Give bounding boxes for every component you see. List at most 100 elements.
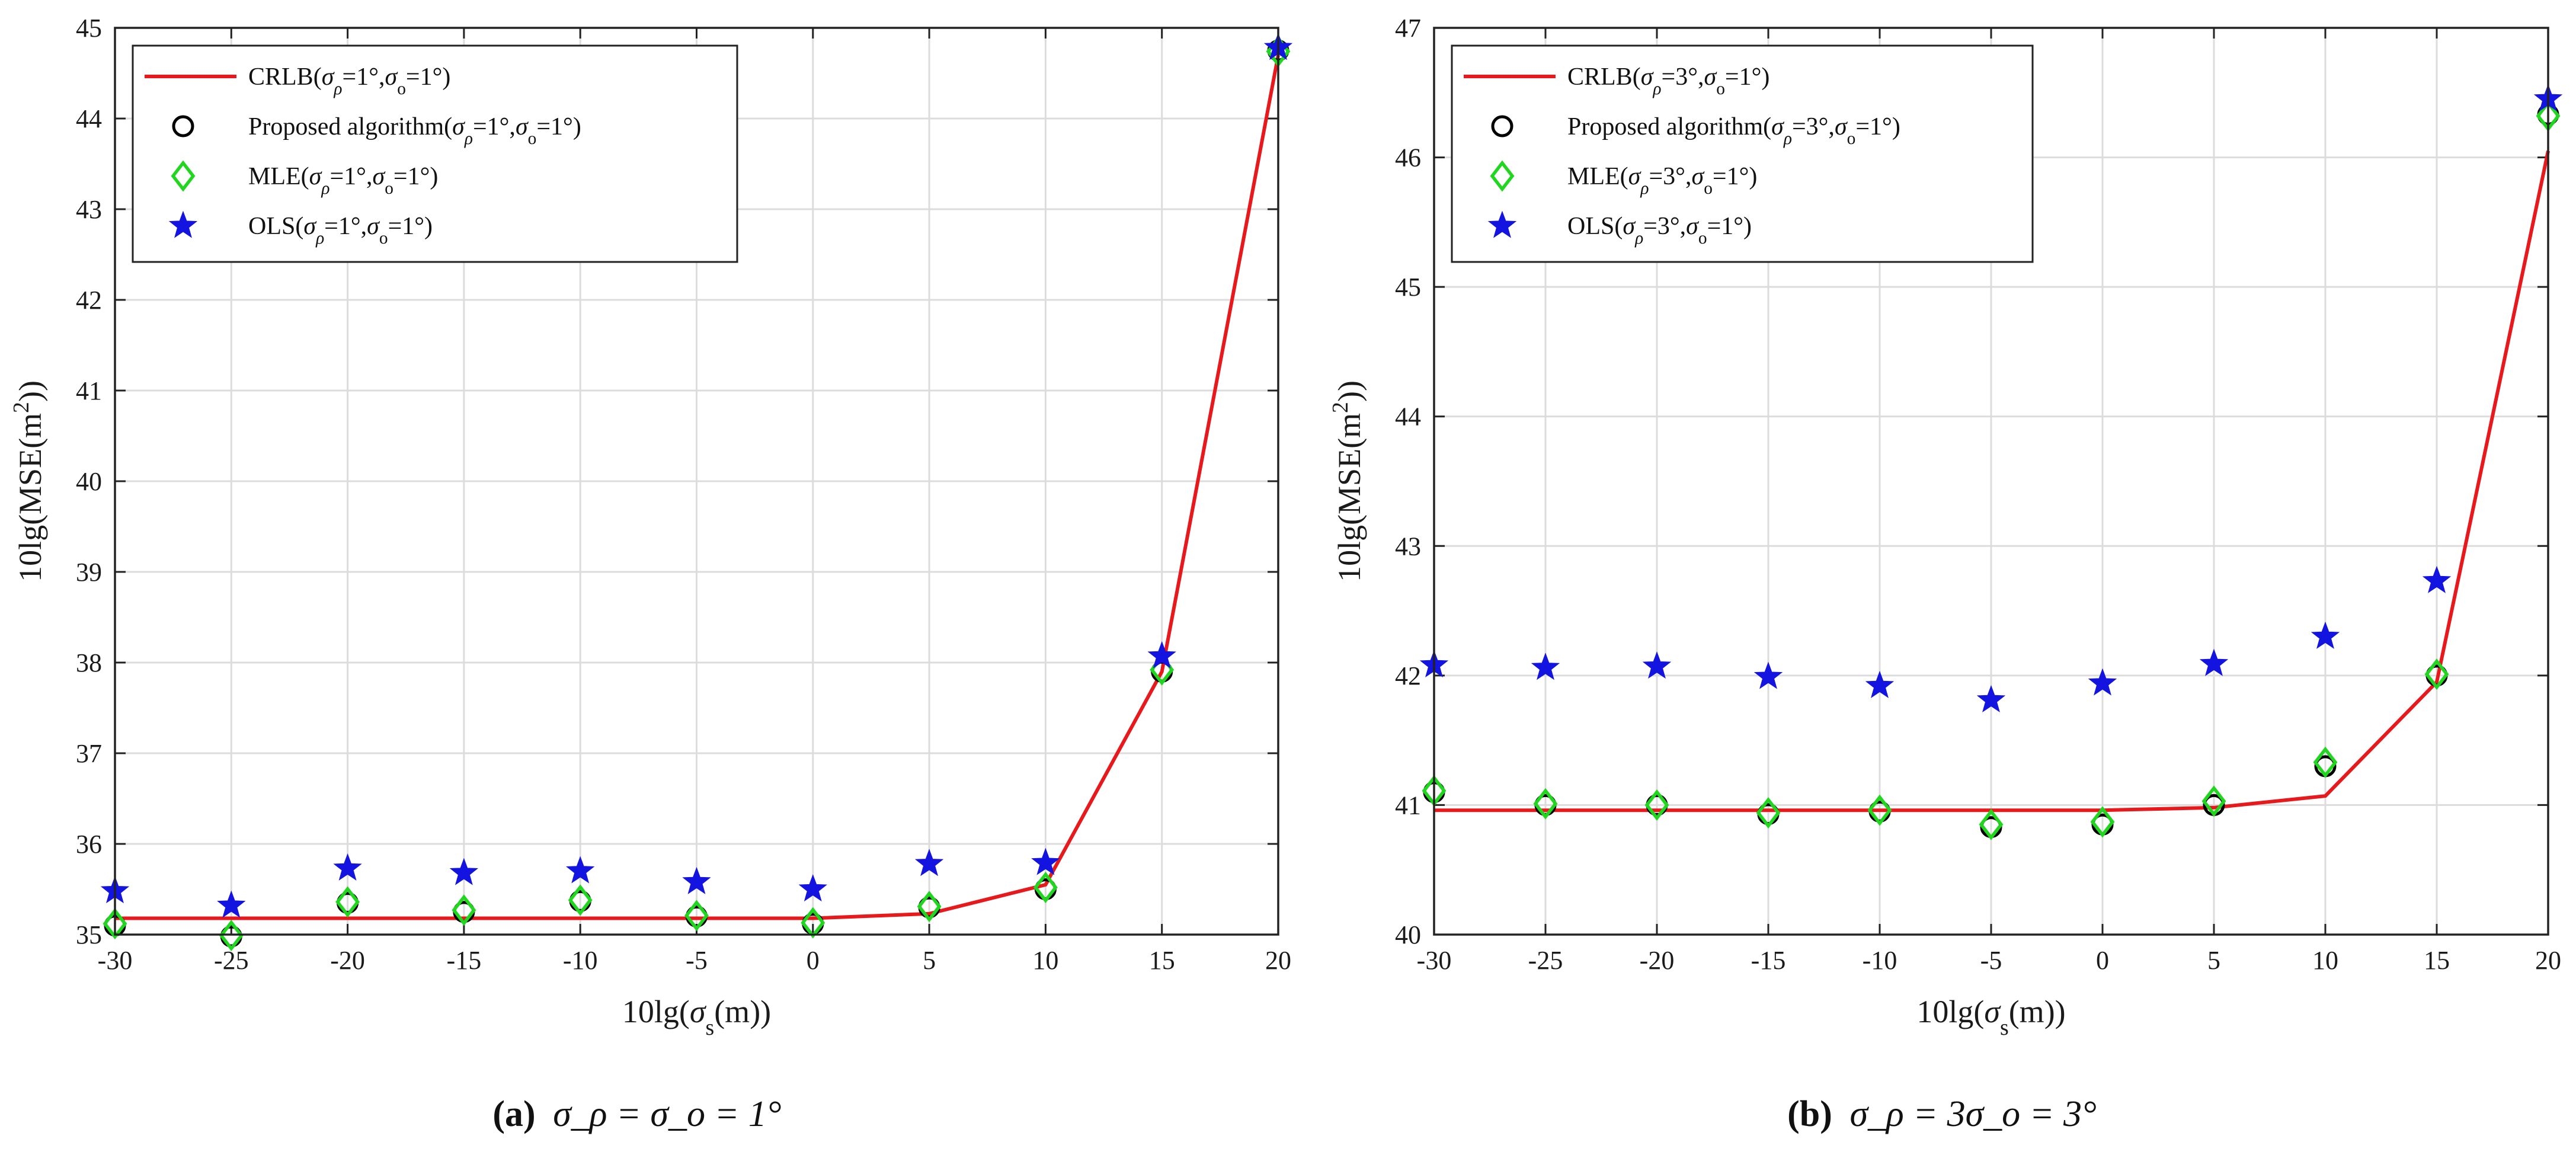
star-point [798, 874, 827, 902]
star-point [1976, 684, 2006, 712]
star-point [914, 849, 944, 877]
diamond-point [917, 891, 942, 923]
legend: CRLB(σρ=3°,σo=1°) Proposed algorithm(σρ=3… [1451, 44, 2034, 263]
diamond-point [1979, 808, 2004, 840]
x-axis-label: 10lg(σs(m)) [1916, 994, 2065, 1040]
y-tick-label: 43 [76, 195, 102, 224]
x-tick-label: 15 [1149, 946, 1175, 975]
diamond-point [1756, 797, 1781, 829]
legend-star-swatch [168, 210, 198, 238]
star-point [1642, 651, 1672, 679]
diamond-point [103, 908, 127, 940]
x-tick-label: 10 [2312, 946, 2338, 975]
x-axis-label: 10lg(σs(m)) [622, 994, 771, 1040]
diamond-point [1867, 794, 1892, 826]
star-point [449, 858, 479, 885]
star-point [682, 866, 711, 894]
crlb-line [115, 55, 1280, 920]
y-tick-label: 41 [1395, 791, 1421, 820]
x-tick-label: -20 [1640, 946, 1675, 975]
caption-a-letter: (a) [492, 1094, 535, 1134]
x-tick-label: 5 [2207, 946, 2220, 975]
x-tick-label: -30 [1417, 946, 1452, 975]
y-axis-label: 10lg(MSE(m2)) [9, 380, 48, 582]
star-point [333, 853, 362, 881]
legend-entry-label: MLE(σρ=3°,σo=1°) [1567, 163, 1757, 198]
y-tick-label: 45 [1395, 273, 1421, 302]
caption-b: (b) σ_ρ = 3σ_o = 3° [1787, 1094, 2097, 1134]
y-axis-label: 10lg(MSE(m2)) [1328, 380, 1367, 582]
x-tick-label: -10 [1863, 946, 1897, 975]
diamond-point [1533, 788, 1558, 820]
diamond-point [568, 884, 593, 916]
legend-diamond-swatch [1490, 160, 1515, 192]
star-point [566, 856, 595, 884]
y-tick-label: 39 [76, 558, 102, 587]
series-marker-diamond [1422, 100, 2561, 840]
diamond-point [452, 894, 476, 926]
series-line-line [115, 55, 1280, 920]
legend-entry-label: CRLB(σρ=3°,σo=1°) [1567, 63, 1769, 98]
x-tick-label: 20 [2535, 946, 2561, 975]
y-tick-label: 40 [1395, 920, 1421, 949]
y-tick-label: 36 [76, 830, 102, 859]
caption-b-math: σ_ρ = 3σ_o = 3° [1849, 1094, 2096, 1134]
x-tick-label: -5 [686, 946, 708, 975]
panel-a: -30 -25 -20 -15 -10 -5 0 5 10 15 20353637383940414… [9, 14, 1293, 1040]
legend-entry-label: MLE(σρ=1°,σo=1°) [248, 163, 438, 198]
legend-circle-swatch [1491, 115, 1513, 137]
y-tick-label: 43 [1395, 532, 1421, 561]
legend-diamond-swatch [171, 160, 196, 192]
diamond-point [1644, 789, 1669, 821]
legend-entry-label: Proposed algorithm(σρ=1°,σo=1°) [248, 113, 581, 148]
diamond-point [2090, 806, 2115, 838]
diamond-point [335, 886, 360, 918]
star-point [1753, 661, 1783, 689]
y-tick-label: 41 [76, 376, 102, 405]
caption-a-math: σ_ρ = σ_o = 1° [553, 1094, 781, 1134]
y-tick-label: 42 [1395, 661, 1421, 690]
star-point [1031, 847, 1060, 875]
diamond-point [2424, 658, 2449, 690]
star-point [1531, 652, 1560, 680]
diamond-point [2313, 746, 2338, 778]
y-tick-label: 44 [76, 104, 102, 133]
y-tick-label: 46 [1395, 143, 1421, 172]
diamond-point [219, 920, 244, 952]
y-tick-label: 47 [1395, 14, 1421, 43]
x-tick-label: 5 [923, 946, 936, 975]
x-tick-label: -15 [1751, 946, 1786, 975]
legend-entry-label: CRLB(σρ=1°,σo=1°) [248, 63, 450, 98]
y-tick-label: 44 [1395, 402, 1421, 431]
legend-entry-label: Proposed algorithm(σρ=3°,σo=1°) [1567, 113, 1900, 148]
x-tick-label: 0 [2096, 946, 2109, 975]
legend-entry-label: OLS(σρ=1°,σo=1°) [248, 213, 433, 248]
panel-b: -30 -25 -20 -15 -10 -5 0 5 10 15 20 40 41 42 43 44 45 46 4… [1328, 14, 2563, 1040]
diamond-point [684, 900, 709, 932]
x-tick-label: 10 [1032, 946, 1058, 975]
x-tick-label: 15 [2424, 946, 2450, 975]
x-tick-label: -20 [330, 946, 365, 975]
caption-b-letter: (b) [1787, 1094, 1832, 1134]
y-tick-label: 37 [76, 739, 102, 768]
star-point [1147, 641, 1176, 668]
star-point [217, 890, 246, 918]
x-tick-label: -5 [1980, 946, 2002, 975]
x-tick-label: -25 [1528, 946, 1563, 975]
legend-entry-label: OLS(σρ=3°,σo=1°) [1567, 213, 1752, 248]
star-point [2422, 565, 2452, 593]
axes-box [1433, 27, 2549, 936]
y-tick-label: 38 [76, 648, 102, 677]
caption-a: (a) σ_ρ = σ_o = 1° [492, 1094, 781, 1134]
x-tick-label: 0 [807, 946, 820, 975]
legend-circle-swatch [172, 115, 194, 137]
legend: CRLB(σρ=1°,σo=1°) Proposed algorithm(σρ=1… [132, 44, 738, 263]
x-tick-label: -30 [98, 946, 133, 975]
diamond-point [801, 907, 825, 939]
legend-box [1451, 44, 2034, 263]
y-tick-label: 42 [76, 286, 102, 315]
star-point [2199, 648, 2229, 676]
diamond-point [2201, 785, 2226, 817]
axes-box [114, 27, 1279, 936]
